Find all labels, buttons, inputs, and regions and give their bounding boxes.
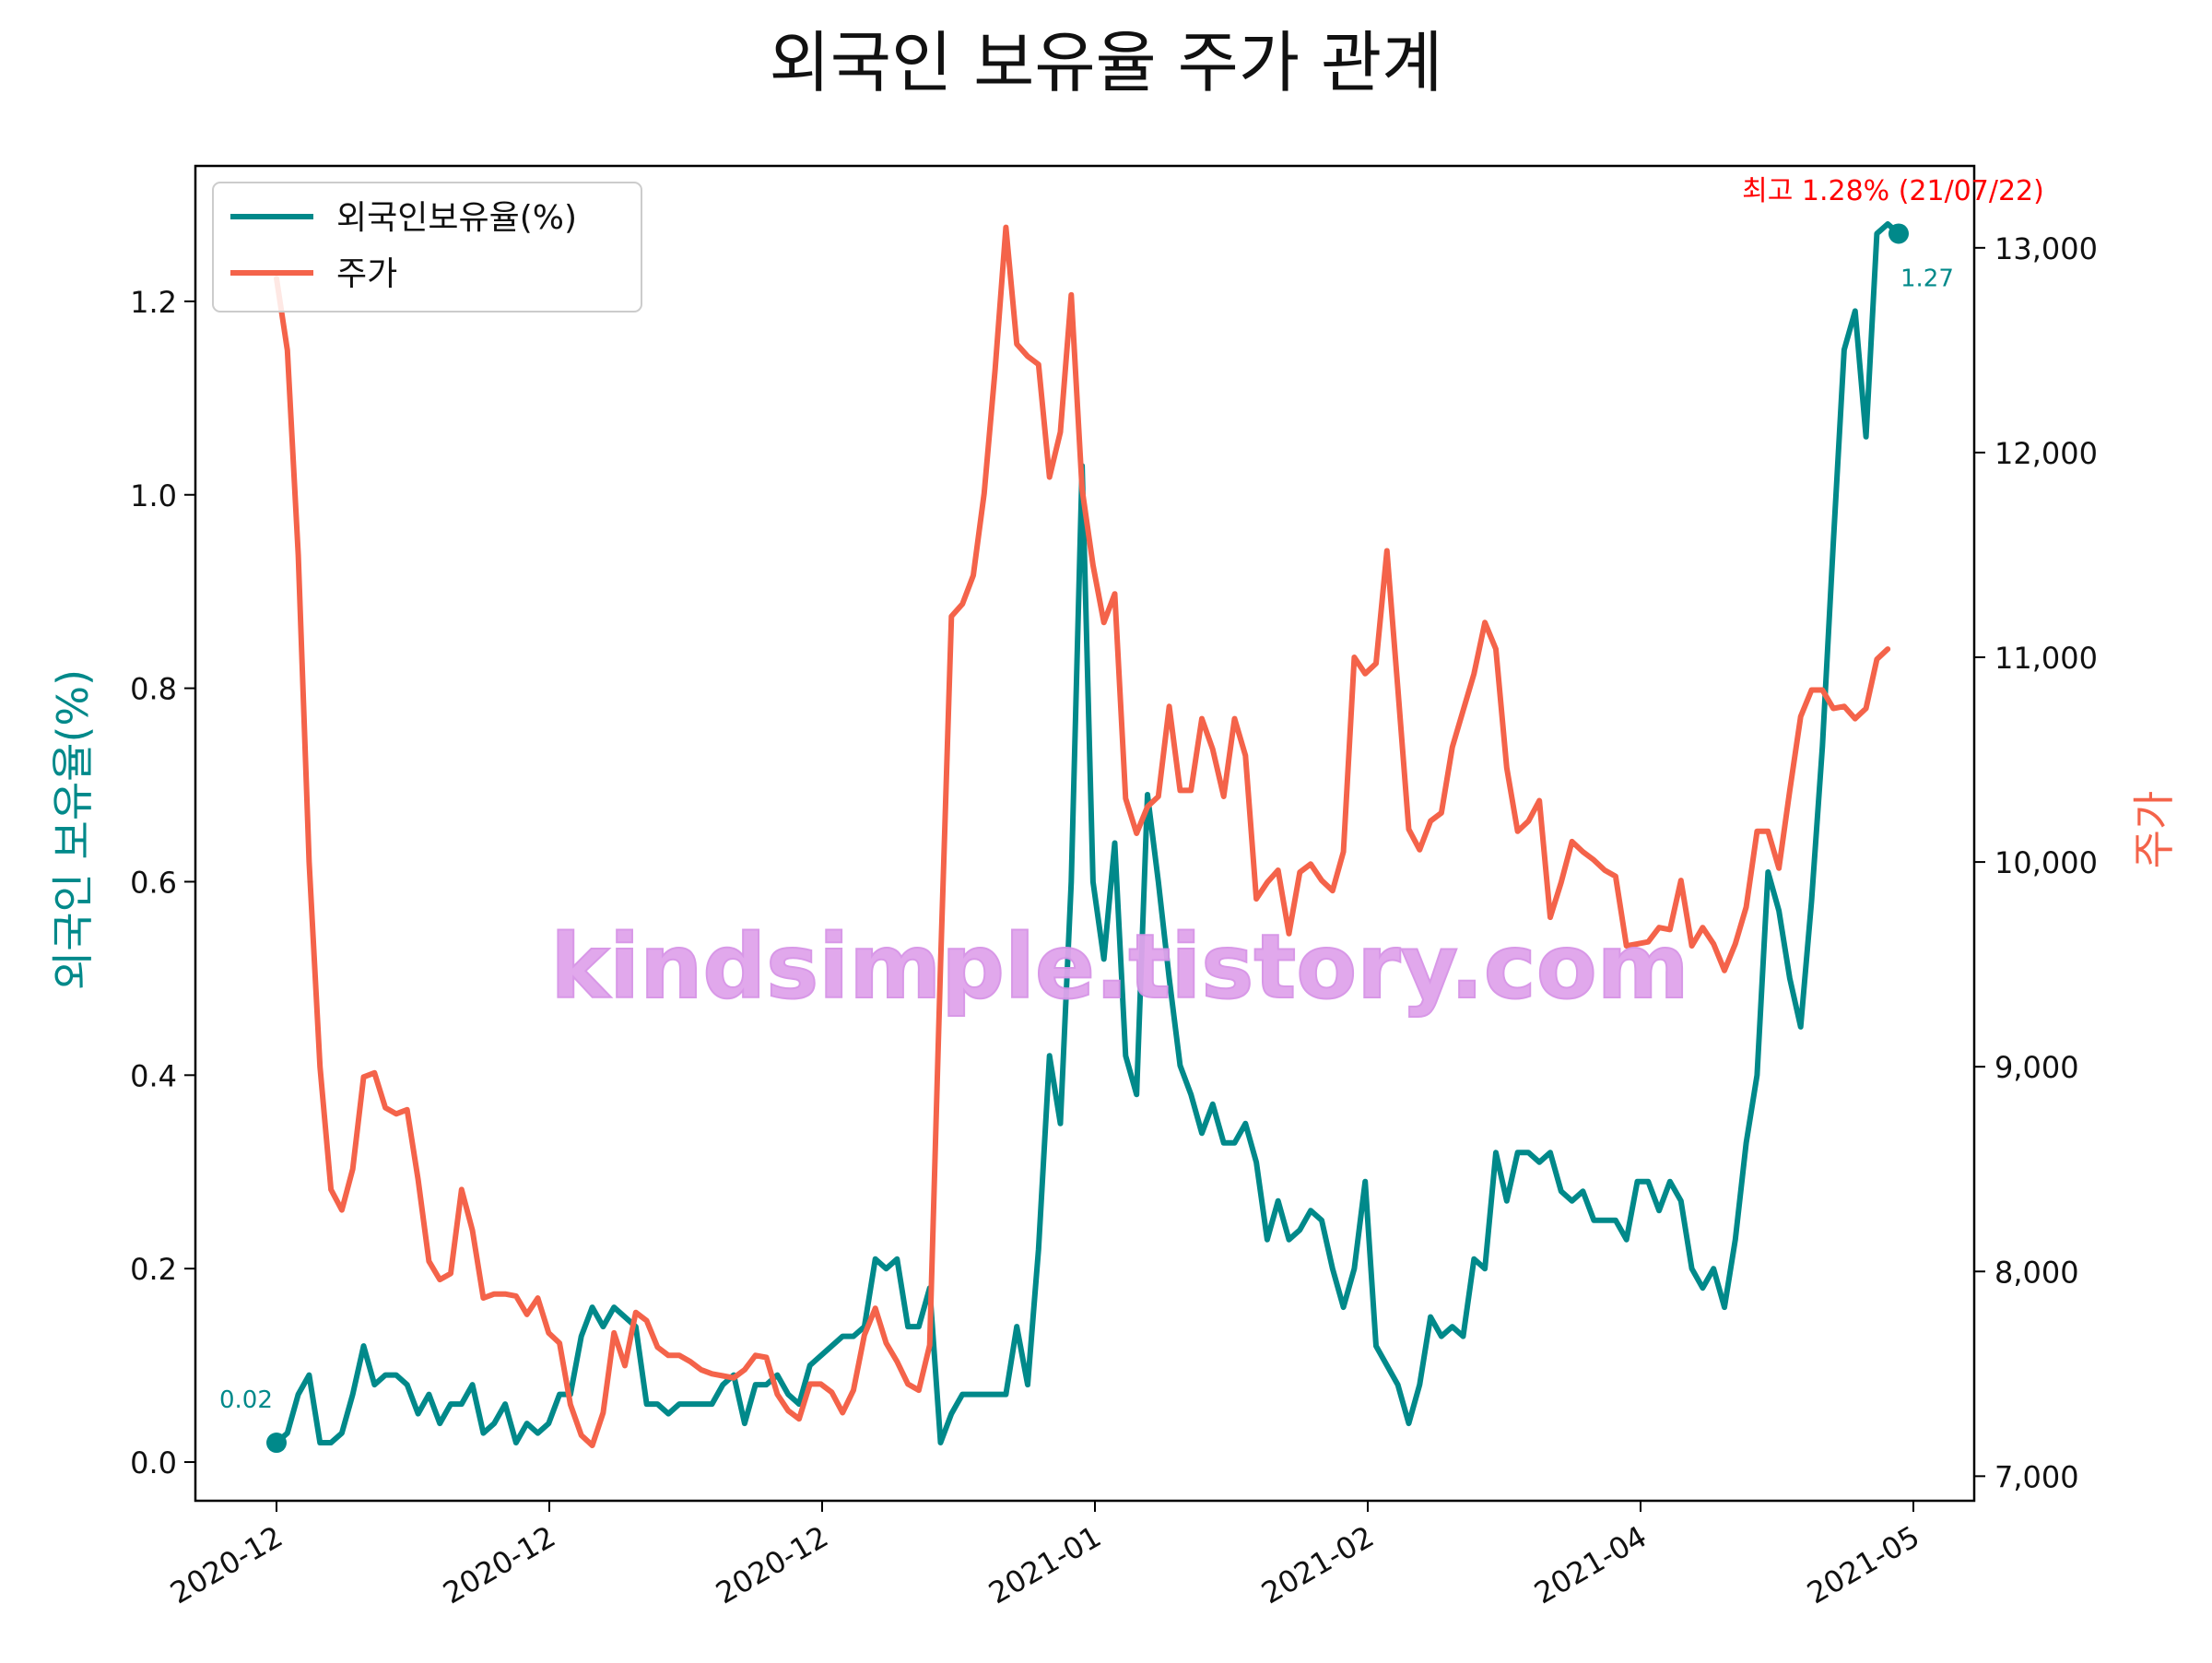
y-right-tick-label: 7,000	[1994, 1459, 2079, 1494]
start-point-marker	[266, 1433, 287, 1454]
max-annotation: 최고 1.28% (21/07/22)	[1742, 175, 2044, 207]
line-series-foreign-ratio	[274, 221, 1901, 1445]
y-right-tick-label: 12,000	[1994, 436, 2098, 471]
end-point-marker	[1888, 223, 1909, 244]
watermark-text: kindsimple.tistory.com	[550, 915, 1688, 1019]
y-left-tick-label: 1.0	[130, 478, 177, 513]
legend: 외국인보유율(%) 주가	[212, 182, 642, 313]
y-right-tick-label: 11,000	[1994, 641, 2098, 676]
y-left-tick-label: 1.2	[130, 285, 177, 320]
y-left-tick-label: 0.8	[130, 672, 177, 707]
series-layer	[274, 221, 1901, 1448]
legend-label-foreign-ratio: 외국인보유율(%)	[336, 199, 577, 237]
line-series-stock-price	[274, 224, 1891, 1448]
x-tick-label: 2021-01	[982, 1519, 1107, 1611]
end-value-label: 1.27	[1900, 265, 1954, 292]
x-tick-label: 2021-02	[1255, 1519, 1380, 1611]
annotation-layer: 0.02 1.27 최고 1.28% (21/07/22)	[219, 175, 2044, 1454]
x-tick-label: 2021-05	[1801, 1519, 1925, 1611]
y-left-tick-label: 0.2	[130, 1252, 177, 1287]
x-tick-label: 2020-12	[164, 1519, 288, 1611]
start-value-label: 0.02	[219, 1386, 273, 1414]
y-right-tick-label: 8,000	[1994, 1255, 2079, 1290]
chart-title: 외국인 보유율 주가 관계	[769, 24, 1442, 101]
y-right-tick-label: 9,000	[1994, 1050, 2079, 1085]
y-right-tick-label: 13,000	[1994, 231, 2098, 266]
y-axis-left-label: 외국인 보유율(%)	[48, 669, 98, 990]
y-right-tick-label: 10,000	[1994, 845, 2098, 880]
x-tick-label: 2021-04	[1528, 1519, 1653, 1611]
x-tick-label: 2020-12	[710, 1519, 834, 1611]
x-tick-label: 2020-12	[437, 1519, 561, 1611]
y-left-tick-label: 0.4	[130, 1058, 177, 1093]
y-left-tick-label: 0.6	[130, 865, 177, 900]
legend-label-stock-price: 주가	[336, 255, 397, 293]
legend-box	[212, 182, 642, 313]
y-axis-right-label: 주가	[2129, 791, 2179, 869]
y-left-tick-label: 0.0	[130, 1445, 177, 1480]
plot-area: 0.0 0.2 0.4 0.6 0.8 1.0 1.2 7,000 8,000 9,000 10,0…	[130, 164, 2098, 1611]
plot-frame	[194, 164, 1976, 1503]
